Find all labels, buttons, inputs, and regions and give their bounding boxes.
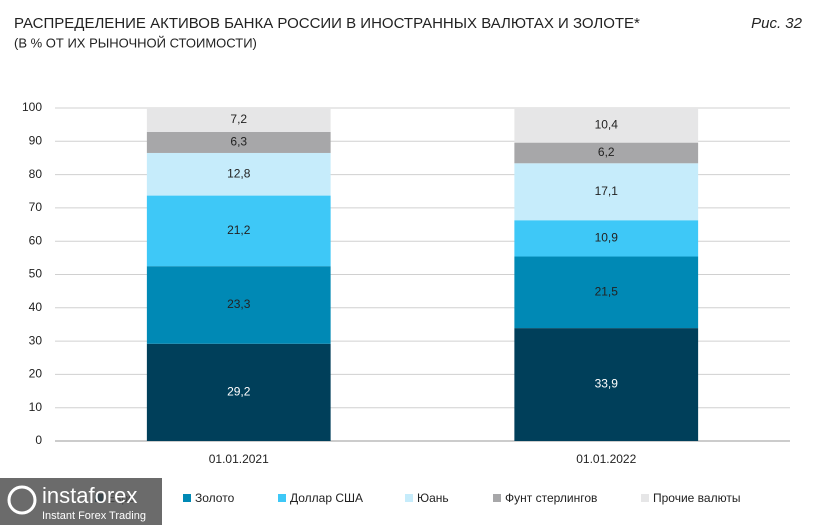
legend-label: Юань: [417, 491, 449, 505]
y-tick-label: 40: [29, 300, 43, 314]
bar-segment: [146, 266, 331, 344]
chart-subtitle: (В % ОТ ИХ РЫНОЧНОЙ СТОИМОСТИ): [14, 35, 257, 50]
value-label: 17,1: [595, 184, 619, 198]
y-tick-label: 50: [29, 267, 43, 281]
y-tick-label: 90: [29, 133, 43, 147]
value-label: 6,2: [598, 145, 615, 159]
legend-label: Фунт стерлингов: [505, 491, 597, 505]
legend-swatch: [405, 494, 413, 502]
value-label: 33,9: [595, 377, 619, 391]
bar-segment: [146, 108, 331, 132]
x-tick-label: 01.01.2022: [576, 452, 636, 466]
y-tick-label: 0: [35, 433, 42, 447]
value-label: 10,4: [595, 117, 619, 131]
legend-label: Золото: [195, 491, 235, 505]
y-tick-label: 100: [22, 100, 42, 114]
legend-swatch: [493, 494, 501, 502]
y-tick-label: 20: [29, 367, 43, 381]
value-label: 6,3: [230, 135, 247, 149]
watermark-logo: [7, 485, 37, 515]
value-label: 10,9: [595, 231, 619, 245]
x-tick-label: 01.01.2021: [209, 452, 269, 466]
bar-segment: [146, 343, 331, 441]
value-label: 21,2: [227, 223, 251, 237]
bar-segment: [514, 163, 699, 221]
y-tick-label: 30: [29, 333, 43, 347]
y-tick-label: 80: [29, 167, 43, 181]
watermark-bg: [0, 478, 162, 525]
chart-title: РАСПРЕДЕЛЕНИЕ АКТИВОВ БАНКА РОССИИ В ИНО…: [14, 15, 640, 32]
bar-segment: [514, 256, 699, 329]
value-label: 23,3: [227, 297, 251, 311]
legend-swatch: [278, 494, 286, 502]
y-tick-label: 10: [29, 400, 43, 414]
bar-segment: [146, 131, 331, 153]
bar-segment: [514, 328, 699, 441]
legend-label: Доллар США: [290, 491, 363, 505]
y-tick-label: 70: [29, 200, 43, 214]
bar-segment: [146, 152, 331, 196]
legend-swatch: [183, 494, 191, 502]
watermark-brand: instaforex: [42, 483, 137, 508]
figure-label: Рис. 32: [751, 15, 803, 32]
legend-swatch: [641, 494, 649, 502]
value-label: 21,5: [595, 284, 619, 298]
bar-segment: [514, 220, 699, 257]
y-tick-label: 60: [29, 233, 43, 247]
legend-label: Прочие валюты: [653, 491, 740, 505]
watermark-tagline: Instant Forex Trading: [42, 510, 146, 522]
value-label: 29,2: [227, 385, 251, 399]
value-label: 7,2: [230, 112, 247, 126]
bar-segment: [146, 195, 331, 267]
value-label: 12,8: [227, 166, 251, 180]
bar-segment: [514, 108, 699, 143]
bar-segment: [514, 142, 699, 164]
